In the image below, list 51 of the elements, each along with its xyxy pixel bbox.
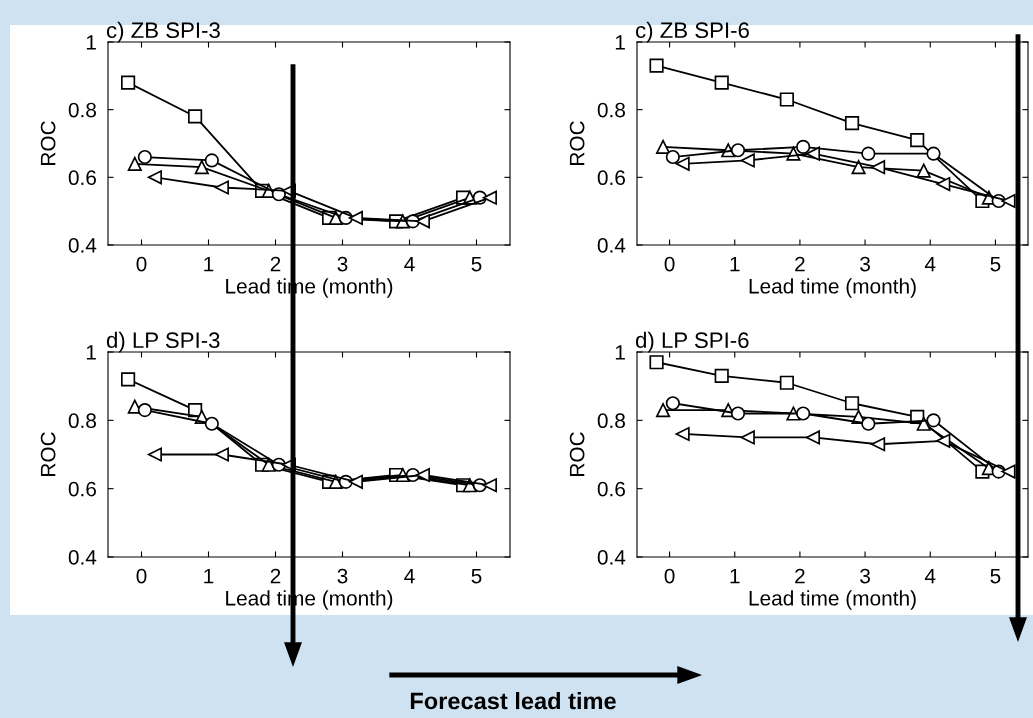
y-tick-label: 0.6 xyxy=(597,481,625,497)
y-tick-label: 0.6 xyxy=(68,170,96,186)
x-tick-label: 2 xyxy=(270,568,281,584)
y-axis-title: ROC xyxy=(40,121,56,165)
x-tick-label: 2 xyxy=(795,568,805,584)
x-tick-label: 1 xyxy=(730,568,740,584)
x-tick-label: 0 xyxy=(664,568,675,584)
x-axis-title: Lead time (month) xyxy=(749,278,916,298)
x-tick-label: 0 xyxy=(136,256,147,272)
y-tick-label: 1 xyxy=(86,35,96,50)
x-tick-label: 0 xyxy=(136,568,147,584)
x-tick-label: 5 xyxy=(471,256,482,272)
x-tick-label: 3 xyxy=(337,256,348,272)
x-tick-label: 5 xyxy=(990,256,1001,272)
y-axis-title: ROC xyxy=(40,432,56,476)
y-tick-label: 1 xyxy=(86,345,96,360)
text: Forecast lead time xyxy=(410,691,616,710)
y-tick-label: 0.4 xyxy=(68,550,97,565)
y-tick-label: 0.4 xyxy=(68,238,97,253)
x-tick-label: 3 xyxy=(337,568,348,584)
x-tick-label: 4 xyxy=(404,256,415,272)
chart-title: d) LP SPI-3 xyxy=(106,331,220,353)
chart-title: c) ZB SPI-3 xyxy=(106,21,220,43)
x-axis-title: Lead time (month) xyxy=(749,590,916,610)
y-tick-label: 0.6 xyxy=(68,481,96,497)
x-tick-label: 5 xyxy=(990,568,1001,584)
x-tick-label: 2 xyxy=(795,256,805,272)
x-tick-label: 0 xyxy=(664,256,675,272)
x-tick-label: 4 xyxy=(924,256,936,272)
y-tick-label: 1 xyxy=(615,345,625,360)
x-tick-label: 1 xyxy=(730,256,740,272)
y-tick-label: 0.8 xyxy=(68,413,96,429)
y-tick-label: 0.8 xyxy=(597,102,625,118)
x-tick-label: 3 xyxy=(860,256,870,272)
x-tick-label: 1 xyxy=(204,568,214,584)
x-tick-label: 4 xyxy=(404,568,415,584)
x-tick-label: 2 xyxy=(270,256,281,272)
x-tick-label: 5 xyxy=(471,568,482,584)
y-tick-label: 0.4 xyxy=(597,550,626,565)
y-tick-label: 0.6 xyxy=(597,170,625,186)
x-tick-label: 4 xyxy=(924,568,936,584)
chart-title: d) LP SPI-6 xyxy=(635,331,749,353)
x-tick-label: 3 xyxy=(860,568,870,584)
chart-title: c) ZB SPI-6 xyxy=(635,21,749,43)
y-axis-title: ROC xyxy=(569,432,585,476)
y-tick-label: 0.8 xyxy=(68,102,96,118)
x-tick-label: 1 xyxy=(204,256,214,272)
y-axis-title: ROC xyxy=(569,121,585,165)
y-tick-label: 1 xyxy=(615,35,625,50)
y-tick-label: 0.4 xyxy=(597,238,626,253)
y-tick-label: 0.8 xyxy=(597,413,625,429)
